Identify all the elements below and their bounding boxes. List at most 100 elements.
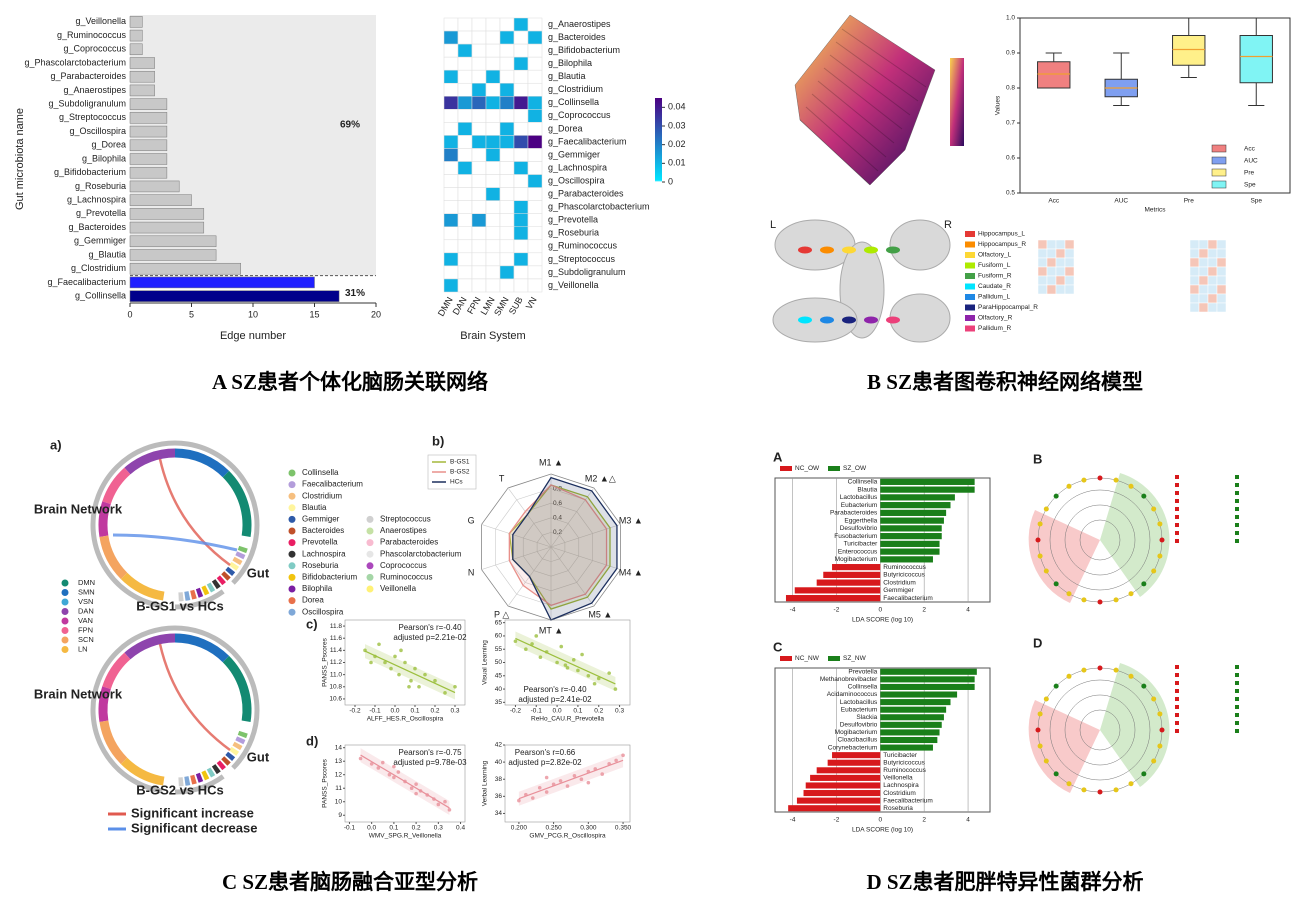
axis-label: P △	[494, 609, 509, 619]
decoration	[201, 585, 210, 596]
decoration	[112, 533, 238, 552]
y-tick-label: 35	[495, 699, 503, 706]
bar	[816, 767, 881, 774]
decoration	[805, 106, 879, 172]
heatmap-cell	[527, 69, 543, 84]
legend-swatch	[288, 492, 296, 500]
bar	[129, 84, 155, 97]
heatmap-cell	[485, 96, 501, 110]
bar	[129, 166, 168, 179]
bar-label: Faecalibacterium	[883, 797, 933, 804]
bar	[880, 706, 947, 713]
point	[443, 691, 447, 695]
caption: B SZ患者图卷积神经网络模型	[867, 370, 1143, 394]
decoration	[201, 770, 210, 781]
heatmap-cell	[457, 148, 473, 162]
bar-label: Desulfovibrio	[840, 722, 878, 729]
decoration	[1189, 284, 1200, 295]
legend-label: HCs	[450, 479, 463, 486]
decoration	[798, 316, 812, 324]
bar	[880, 494, 955, 501]
decoration	[842, 246, 856, 254]
point	[453, 684, 457, 689]
annotation: adjusted p=9.78e-03	[393, 758, 467, 767]
heatmap-cell	[471, 252, 487, 267]
decoration	[1189, 239, 1200, 250]
heatmap-cell	[443, 43, 459, 58]
row-label: g_Collinsella	[548, 97, 599, 107]
bar	[803, 790, 881, 797]
decoration	[1055, 275, 1066, 286]
decoration	[1066, 673, 1072, 679]
point	[607, 671, 611, 675]
point	[393, 654, 397, 659]
series-area	[508, 484, 611, 610]
decoration	[221, 571, 231, 581]
bar-label: Veillonella	[883, 775, 913, 782]
legend-swatch	[780, 466, 792, 471]
decoration	[158, 458, 231, 567]
bar	[880, 676, 975, 683]
decoration	[1113, 667, 1119, 673]
bar	[880, 736, 938, 744]
legend-label: Hippocampus_L	[978, 231, 1025, 238]
heatmap-cell	[485, 226, 501, 241]
y-tick-label: g_Phascolarctobacterium	[24, 57, 126, 67]
y-tick-label: 11	[335, 785, 342, 792]
decoration	[1235, 523, 1239, 527]
y-axis-label: Gut microbiota name	[14, 108, 26, 210]
decoration	[1235, 539, 1239, 543]
legend-swatch	[965, 262, 975, 269]
legend-swatch	[965, 294, 975, 300]
heatmap-cell	[499, 96, 515, 110]
y-tick-label: 11.4	[330, 647, 343, 654]
decoration	[1175, 515, 1179, 519]
bar	[129, 139, 168, 152]
decoration	[235, 736, 246, 745]
decoration	[1066, 483, 1072, 489]
decoration	[864, 246, 878, 254]
x-tick-label: -2	[834, 607, 840, 614]
decoration	[1049, 489, 1151, 591]
legend-label: SZ_NW	[843, 655, 867, 662]
heatmap-cell	[527, 226, 543, 241]
decoration	[835, 41, 919, 102]
series-area	[512, 476, 618, 621]
bar-label: Eubacterium	[841, 706, 878, 713]
decoration	[1053, 771, 1059, 777]
heatmap-cell	[527, 135, 543, 149]
decoration	[1081, 477, 1087, 483]
x-tick-label: 0	[878, 817, 882, 824]
heatmap-cell	[471, 82, 487, 97]
x-tick-label: 0.0	[553, 708, 562, 715]
heatmap-cell	[499, 213, 515, 228]
bar-label: Collinsella	[848, 479, 878, 486]
decoration	[174, 448, 230, 478]
bar	[129, 276, 315, 289]
legend-label: Blautia	[302, 503, 327, 512]
axis-label: T	[499, 473, 505, 483]
comparison-label: B-GS1 vs HCs	[136, 598, 223, 613]
y-tick-label: g_Veillonella	[75, 16, 126, 26]
heatmap-cell	[443, 109, 459, 123]
y-tick-label: 10	[335, 798, 343, 805]
decoration	[1046, 239, 1057, 250]
legend-label: Pallidum_R	[978, 325, 1012, 332]
heatmap-cell	[471, 278, 487, 293]
row-label: g_Streptococcus	[548, 254, 616, 264]
heatmap-cell	[457, 200, 473, 214]
decoration	[774, 219, 856, 271]
point	[600, 772, 605, 776]
bar	[129, 29, 143, 42]
box	[1172, 35, 1206, 66]
legend-swatch	[366, 585, 374, 593]
decoration	[1216, 239, 1227, 250]
heatmap-cell	[443, 96, 459, 110]
bar	[880, 556, 933, 563]
decoration	[1128, 781, 1134, 787]
y-tick-label: g_Streptococcus	[59, 112, 127, 122]
heatmap-cell	[443, 278, 459, 293]
point	[530, 796, 535, 800]
row-label: g_Clostridium	[548, 84, 603, 94]
bar	[880, 683, 975, 690]
